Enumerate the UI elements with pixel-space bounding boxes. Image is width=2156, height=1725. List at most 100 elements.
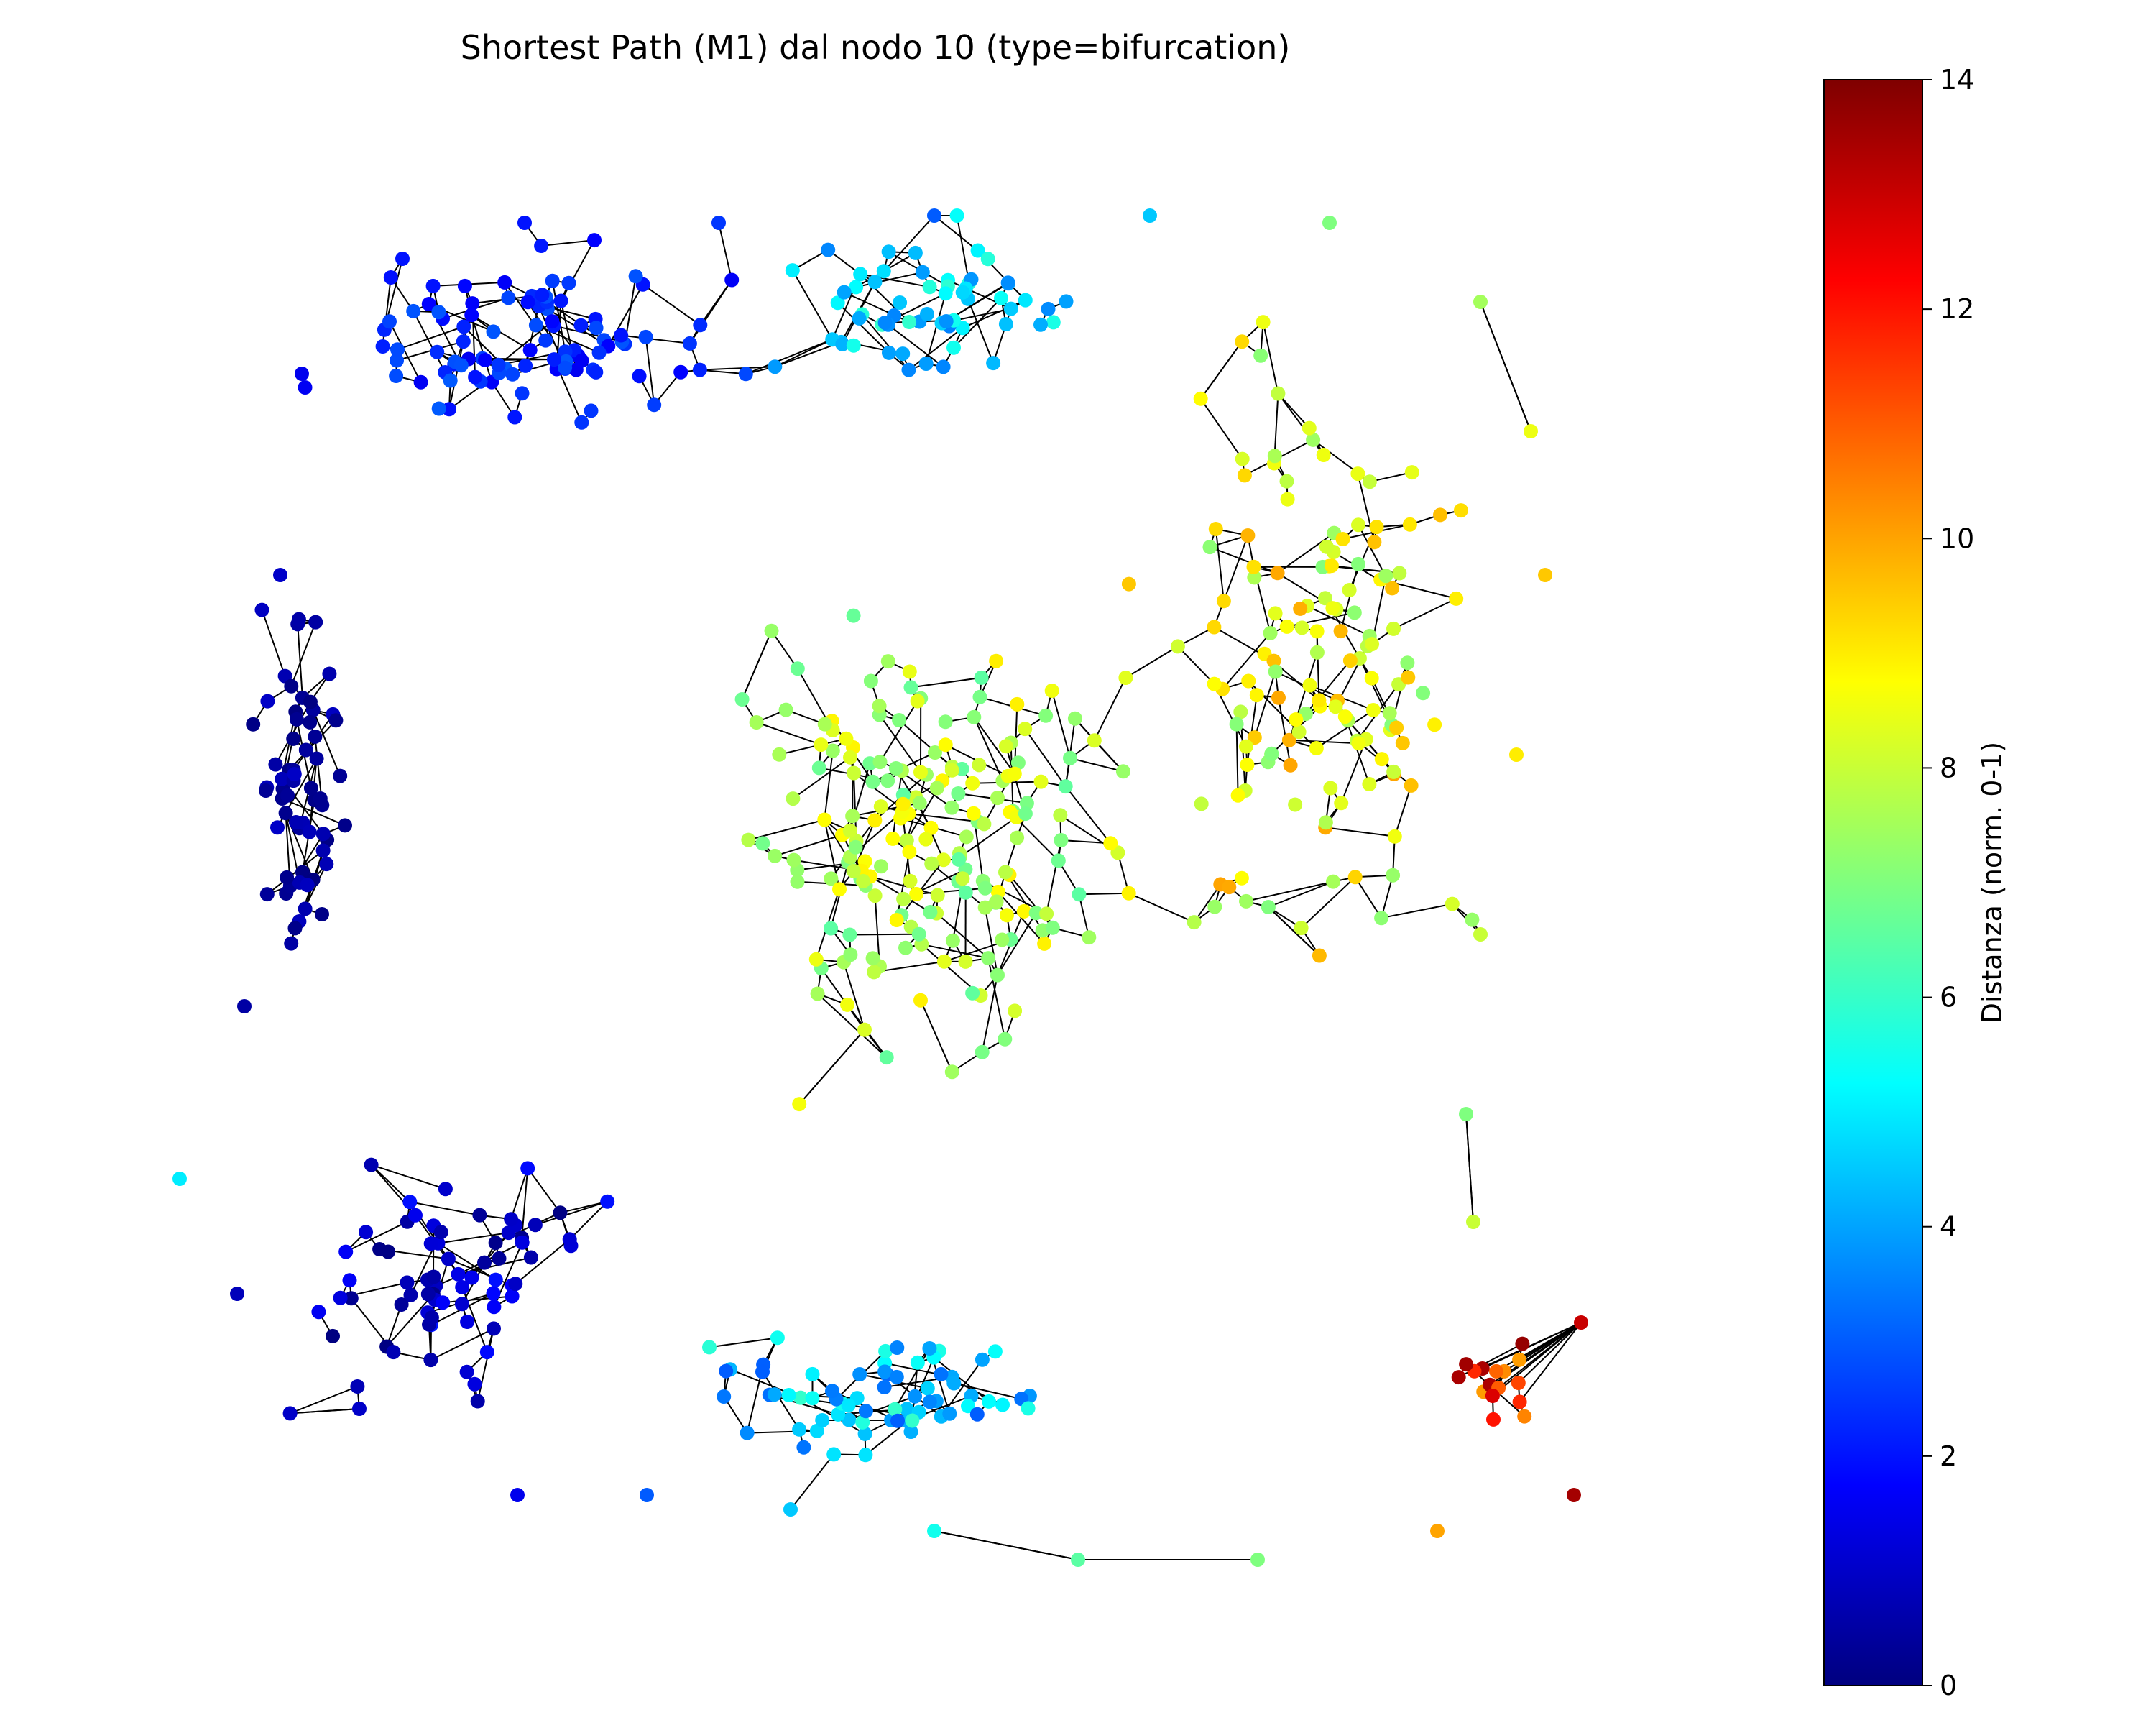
graph-edge [756,722,821,746]
graph-node [1316,448,1331,462]
graph-node [1008,1003,1023,1018]
graph-node [1261,900,1276,914]
graph-node [965,776,980,791]
graph-node [1524,424,1538,438]
graph-node [849,280,864,295]
graph-node [896,891,911,906]
graph-node [1000,908,1014,923]
graph-node [1241,673,1256,689]
graph-node [841,1398,856,1413]
graph-edge [1125,645,1179,678]
graph-edge [560,239,595,301]
graph-node [890,1340,905,1355]
graph-node [908,1389,923,1404]
graph-node [927,208,941,223]
graph-node [1038,708,1054,723]
graph-edge [386,1294,434,1348]
graph-edge [267,850,324,895]
graph-edge [792,756,851,799]
graph-edge [1024,728,1067,787]
graph-edge [1278,697,1291,765]
graph-node [876,264,891,279]
graph-edge [934,1530,1079,1560]
graph-node [867,275,883,290]
graph-node [1046,315,1061,330]
graph-node [768,359,783,374]
graph-node [457,278,472,293]
graph-edge [413,310,446,373]
graph-node [464,308,479,323]
graph-node [1386,868,1401,883]
graph-node [811,760,826,776]
graph-node [975,1352,990,1367]
graph-edge [870,875,938,896]
graph-node [319,857,334,872]
graph-node [1018,806,1033,822]
graph-node [778,702,793,717]
graph-node [946,340,961,355]
graph-node [507,410,522,425]
graph-node [972,689,987,704]
graph-node [491,357,506,372]
graph-edge [1199,341,1243,400]
graph-node [846,608,861,623]
graph-node [1538,568,1552,582]
graph-node [951,852,966,867]
graph-node [928,745,942,760]
graph-node [863,673,878,689]
graph-node [338,1244,354,1259]
graph-node [302,824,317,840]
colorbar-label: Distanza (norm. 0-1) [1976,742,2008,1024]
graph-edge [1199,398,1243,460]
graph-node [936,359,951,374]
graph-node [740,1425,755,1440]
colorbar-tick-label: 0 [1940,1670,1957,1701]
graph-node [628,269,643,284]
graph-node [998,739,1013,754]
graph-node [424,1310,439,1325]
graph-edge [1381,875,1394,919]
graph-node [902,664,917,679]
graph-node [647,397,662,413]
graph-edge [1128,892,1195,924]
graph-node [1271,690,1286,705]
graph-node [456,334,471,349]
graph-edge [1340,739,1367,804]
graph-node [853,267,868,282]
graph-node [538,333,553,348]
colorbar-tick-label: 8 [1940,752,1957,783]
graph-node [574,353,589,368]
graph-edge [774,339,833,368]
graph-node [632,369,647,384]
graph-node [574,415,589,430]
graph-edge [908,813,978,823]
graph-edge [769,1394,839,1415]
graph-node [270,820,285,835]
graph-edge [1480,301,1531,432]
graph-node [478,353,493,367]
graph-node [638,329,653,344]
graph-node [857,1022,872,1037]
graph-node [1045,920,1060,935]
graph-node [846,863,861,878]
graph-node [975,1044,990,1059]
graph-node [1374,752,1389,767]
graph-node [817,717,832,732]
graph-edge [745,339,833,375]
graph-node [944,1064,959,1080]
graph-node [1291,724,1307,740]
graph-node [364,1157,379,1172]
graph-node [1302,678,1317,693]
graph-node [1266,653,1281,668]
graph-node [837,285,852,300]
graph-node [528,1218,543,1233]
graph-node [1193,391,1208,406]
graph-node [395,252,410,266]
graph-node [1367,535,1382,550]
graph-node [1207,899,1222,914]
graph-edge [527,1167,561,1213]
graph-node [517,216,532,230]
graph-node [389,369,404,383]
graph-edge [879,700,918,763]
graph-node [423,1236,438,1251]
